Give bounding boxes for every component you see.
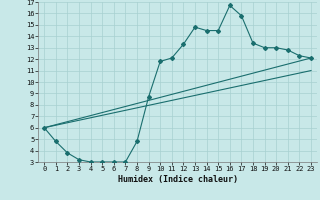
X-axis label: Humidex (Indice chaleur): Humidex (Indice chaleur) (118, 175, 238, 184)
